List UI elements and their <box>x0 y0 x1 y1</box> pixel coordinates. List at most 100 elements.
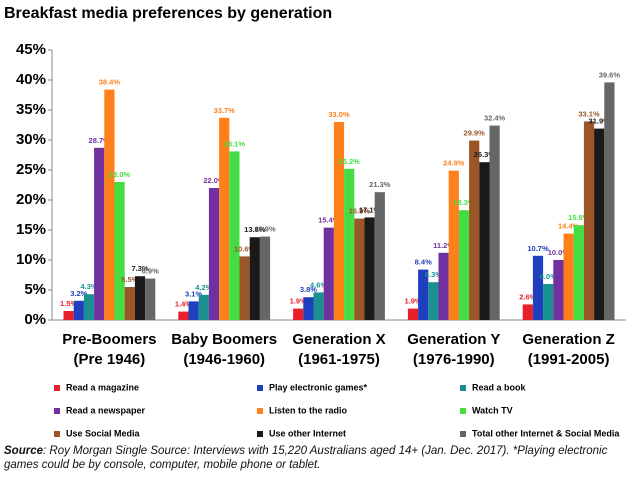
bar <box>104 89 115 320</box>
legend-swatch <box>257 408 263 414</box>
y-tick-label: 40% <box>16 71 46 88</box>
bar <box>573 225 584 320</box>
bar <box>293 308 304 320</box>
legend-swatch <box>257 431 263 437</box>
x-tick-label: Generation Y (1976-1990) <box>407 331 500 368</box>
y-tick-label: 45% <box>16 41 46 58</box>
value-label: 4.2% <box>195 283 212 292</box>
legend-label: Total other Internet & Social Media <box>472 428 620 438</box>
value-label: 1.9% <box>290 297 307 306</box>
value-label: 3.8% <box>300 285 317 294</box>
source-text: : Roy Morgan Single Source: Interviews w… <box>4 445 608 471</box>
bar <box>428 282 439 320</box>
legend-swatch <box>460 431 466 437</box>
value-label: 3.1% <box>185 289 202 298</box>
legend-swatch <box>54 385 60 391</box>
value-label: 5.5% <box>121 275 138 284</box>
bar <box>83 294 95 320</box>
value-label: 2.6% <box>519 292 536 301</box>
value-label: 8.4% <box>415 258 432 267</box>
value-label: 32.4% <box>484 114 506 123</box>
bar <box>239 256 250 320</box>
legend-label: Listen to the radio <box>269 405 348 415</box>
value-label: 28.1% <box>224 139 246 148</box>
value-label: 3.2% <box>70 289 87 298</box>
value-label: 1.4% <box>175 300 192 309</box>
bar <box>604 82 615 321</box>
bar <box>448 170 459 320</box>
bar <box>249 237 260 320</box>
value-label: 33.7% <box>214 106 236 115</box>
value-label: 15.4% <box>318 216 340 225</box>
value-label: 14.4% <box>558 222 580 231</box>
bar <box>438 252 449 320</box>
value-label: 29.9% <box>464 129 486 138</box>
value-label: 22.0% <box>203 176 225 185</box>
bar <box>563 233 574 320</box>
bar <box>145 278 156 320</box>
bar <box>333 122 345 320</box>
legend-label: Read a newspaper <box>66 405 146 415</box>
y-tick-label: 35% <box>16 101 46 118</box>
legend-swatch <box>257 385 263 391</box>
x-tick-label: Pre-Boomers (Pre 1946) <box>62 331 156 368</box>
value-label: 6.9% <box>142 267 159 276</box>
bar <box>522 304 533 320</box>
bar <box>208 188 220 320</box>
value-label: 4.6% <box>310 280 327 289</box>
legend-label: Use other Internet <box>269 428 346 438</box>
bar <box>418 269 429 320</box>
bar <box>313 292 324 320</box>
bar <box>458 210 470 320</box>
bar <box>553 260 564 320</box>
y-tick-label: 0% <box>24 311 46 328</box>
source-label: Source <box>4 445 43 457</box>
value-label: 39.6% <box>599 70 621 79</box>
y-tick-label: 20% <box>16 191 46 208</box>
value-label: 13.8% <box>244 225 266 234</box>
value-label: 28.7% <box>89 136 111 145</box>
value-label: 10.7% <box>527 244 549 253</box>
x-tick-label: Generation X (1961-1975) <box>292 331 385 368</box>
chart: Breakfast media preferences by generatio… <box>4 5 626 438</box>
x-tick-label: Baby Boomers (1946-1960) <box>171 331 277 368</box>
bar <box>543 284 554 320</box>
legend-swatch <box>54 431 60 437</box>
value-label: 18.3% <box>453 198 475 207</box>
value-label: 6.0% <box>540 272 557 281</box>
value-label: 33.1% <box>578 109 600 118</box>
bar <box>188 301 199 320</box>
bar <box>354 218 365 320</box>
bar <box>134 276 146 320</box>
y-tick-label: 30% <box>16 131 46 148</box>
value-label: 23.0% <box>109 170 131 179</box>
legend-swatch <box>54 408 60 414</box>
source-note: Source: Roy Morgan Single Source: Interv… <box>4 444 624 472</box>
y-tick-label: 10% <box>16 251 46 268</box>
value-label: 25.2% <box>339 157 361 166</box>
value-label: 4.3% <box>80 282 97 291</box>
chart-title: Breakfast media preferences by generatio… <box>4 5 332 22</box>
bar <box>489 125 500 320</box>
value-label: 24.9% <box>443 159 465 168</box>
bar <box>303 297 314 320</box>
value-label: 1.5% <box>60 299 77 308</box>
bar <box>407 308 419 320</box>
value-label: 10.0% <box>548 248 570 257</box>
value-label: 7.3% <box>131 264 148 273</box>
bar <box>532 255 544 320</box>
legend-label: Play electronic games* <box>269 382 368 392</box>
bar <box>479 162 490 320</box>
legend-label: Read a book <box>472 382 527 392</box>
value-label: 10.6% <box>234 244 256 253</box>
legend-swatch <box>460 408 466 414</box>
bar <box>73 300 84 320</box>
legend-label: Use Social Media <box>66 428 141 438</box>
bar <box>198 294 209 320</box>
value-label: 33.0% <box>328 110 350 119</box>
x-tick-label: Generation Z (1991-2005) <box>522 331 615 368</box>
bar <box>344 168 355 320</box>
bar <box>583 121 595 321</box>
legend-swatch <box>460 385 466 391</box>
y-tick-label: 25% <box>16 161 46 178</box>
